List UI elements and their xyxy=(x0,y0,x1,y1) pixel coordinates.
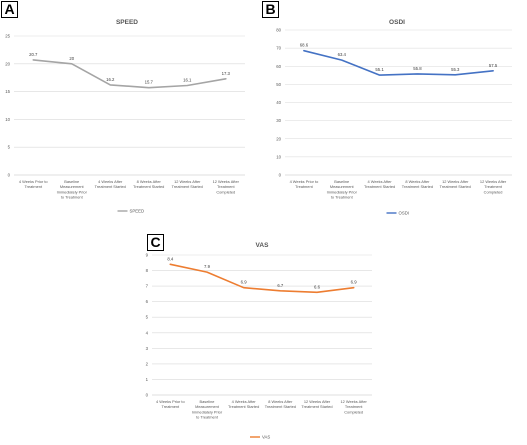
x-tick-label: 12 Weeks After Treatment Completed xyxy=(480,179,507,194)
series-line xyxy=(32,59,227,89)
data-label: 20.7 xyxy=(29,52,38,57)
x-tick-label: 12 Weeks After Treatment Started xyxy=(172,179,203,189)
chart-panel-speed: SPEED 0 5 10 15 20 25 4 Weeks Prior to Treatmen… xyxy=(5,19,245,214)
y-tick-label: 3 xyxy=(146,346,149,351)
x-tick-label: 4 Weeks After Treatment Started xyxy=(228,399,259,409)
y-tick-label: 50 xyxy=(276,82,281,87)
legend-label: VAS xyxy=(262,435,270,440)
y-tick-label: 6 xyxy=(146,299,149,304)
x-tick-label: 4 Weeks After Treatment Started xyxy=(364,179,395,189)
y-tick-label: 20 xyxy=(276,136,281,141)
x-tick-label: 8 Weeks After Treatment Started xyxy=(133,179,164,189)
data-label: 20 xyxy=(69,56,74,61)
data-label: 16.2 xyxy=(106,77,115,82)
x-tick-label: 8 Weeks After Treatment Started xyxy=(402,179,433,189)
data-label: 57.5 xyxy=(489,63,498,68)
y-tick-label: 30 xyxy=(276,118,281,123)
y-tick-label: 8 xyxy=(146,268,149,273)
data-label: 17.3 xyxy=(222,71,231,76)
y-tick-label: 0 xyxy=(279,173,282,178)
y-tick-label: 1 xyxy=(146,377,149,382)
y-tick-label: 7 xyxy=(146,284,149,289)
legend-label: OSDI xyxy=(399,211,410,216)
x-tick-label: Baseline Measurement Immediately Prior to T… xyxy=(192,399,223,420)
y-tick-label: 5 xyxy=(8,145,11,150)
data-label: 68.6 xyxy=(300,43,309,48)
x-tick-label: 12 Weeks After Treatment Started xyxy=(301,399,332,409)
data-label: 15.7 xyxy=(145,80,154,85)
y-tick-label: 2 xyxy=(146,361,149,366)
x-tick-label: 12 Weeks After Treatment Completed xyxy=(341,399,368,414)
chart-panel-vas: VAS 0 1 2 3 4 5 6 7 8 9 4 Weeks Prior to Treatment B… xyxy=(146,242,372,440)
y-tick-label: 0 xyxy=(8,173,11,178)
data-label: 63.4 xyxy=(338,52,347,57)
panel-label-c: C xyxy=(147,234,164,251)
data-label: 55.8 xyxy=(413,66,422,71)
chart-title: SPEED xyxy=(116,19,138,26)
data-label: 6.9 xyxy=(351,280,358,285)
y-tick-label: 10 xyxy=(5,117,10,122)
data-label: 6.7 xyxy=(277,283,284,288)
x-tick-label: 12 Weeks After Treatment Started xyxy=(440,179,471,189)
y-tick-label: 5 xyxy=(146,315,149,320)
x-tick-label: 4 Weeks Prior to Treatment xyxy=(156,399,185,409)
chart-title: VAS xyxy=(256,242,270,249)
chart-panel-osdi: OSDI 0 10 20 30 40 50 60 70 80 4 Weeks Prior to Tr… xyxy=(276,19,512,216)
y-tick-label: 9 xyxy=(146,253,149,258)
data-label: 6.9 xyxy=(241,280,248,285)
y-tick-label: 4 xyxy=(146,330,149,335)
y-tick-label: 40 xyxy=(276,100,281,105)
data-label: 6.6 xyxy=(314,284,321,289)
data-label: 55.1 xyxy=(375,67,384,72)
x-tick-label: Baseline Measurement Immediately Prior to T… xyxy=(327,179,358,200)
data-label: 8.4 xyxy=(167,256,174,261)
data-label: 7.9 xyxy=(204,264,211,269)
y-tick-label: 0 xyxy=(146,393,149,398)
panel-label-b: B xyxy=(262,1,279,18)
y-tick-label: 25 xyxy=(5,34,10,39)
data-label: 55.3 xyxy=(451,67,460,72)
x-tick-label: 8 Weeks After Treatment Started xyxy=(265,399,296,409)
x-tick-label: Baseline Measurement Immediately Prior to T… xyxy=(57,179,88,200)
x-tick-label: 4 Weeks Prior to Treatment xyxy=(290,179,319,189)
y-tick-label: 10 xyxy=(276,154,281,159)
panel-label-a: A xyxy=(1,1,18,18)
x-tick-label: 4 Weeks Prior to Treatment xyxy=(19,179,48,189)
x-tick-label: 4 Weeks After Treatment Started xyxy=(95,179,126,189)
y-tick-label: 60 xyxy=(276,64,281,69)
x-tick-label: 12 Weeks After Treatment Completed xyxy=(213,179,240,194)
legend-label: SPEED xyxy=(130,209,145,214)
y-tick-label: 15 xyxy=(5,89,10,94)
y-tick-label: 20 xyxy=(5,61,10,66)
series-line xyxy=(303,49,494,76)
data-label: 16.1 xyxy=(183,77,192,82)
y-tick-label: 80 xyxy=(276,28,281,33)
chart-title: OSDI xyxy=(389,19,405,26)
y-tick-label: 70 xyxy=(276,46,281,51)
series-line xyxy=(169,263,355,294)
